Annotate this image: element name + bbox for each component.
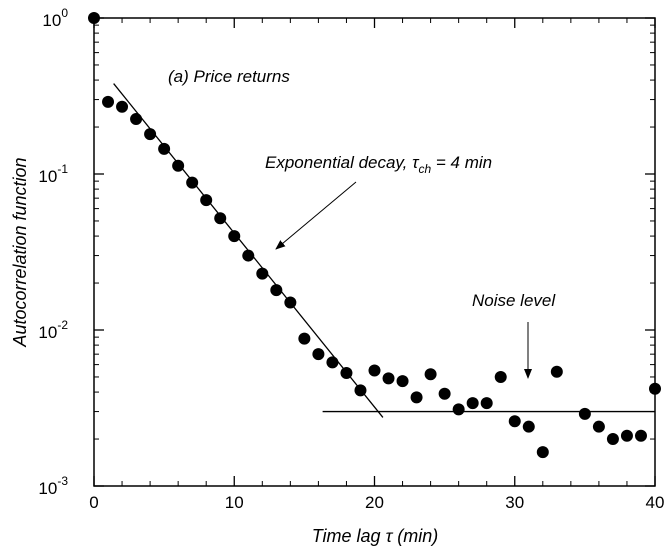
plot-frame bbox=[93, 17, 656, 487]
data-point bbox=[368, 364, 381, 377]
data-point bbox=[200, 194, 213, 207]
data-point bbox=[102, 95, 115, 108]
panel-label: (a) Price returns bbox=[168, 67, 290, 86]
data-point bbox=[649, 382, 661, 395]
y-tick-label: 10-3 bbox=[38, 474, 68, 498]
data-point bbox=[466, 397, 479, 410]
y-tick-label: 10-2 bbox=[38, 318, 68, 342]
data-point bbox=[508, 415, 521, 428]
data-point bbox=[242, 249, 255, 262]
data-points bbox=[88, 12, 661, 459]
data-point bbox=[410, 391, 423, 404]
data-point bbox=[578, 407, 591, 420]
data-point bbox=[354, 384, 367, 397]
data-point bbox=[340, 367, 353, 380]
decay-annotation-main: Exponential decay, τ bbox=[265, 153, 420, 172]
data-point bbox=[452, 403, 465, 416]
decay-annotation: Exponential decay, τch = 4 min bbox=[265, 153, 492, 176]
data-point bbox=[634, 429, 647, 442]
data-point bbox=[228, 230, 241, 243]
x-tick-label: 40 bbox=[646, 493, 665, 512]
data-point bbox=[284, 296, 297, 309]
data-point bbox=[116, 100, 129, 113]
data-point bbox=[522, 420, 535, 433]
data-point bbox=[214, 212, 227, 225]
data-point bbox=[298, 332, 311, 345]
y-axis-label: Autocorrelation function bbox=[10, 157, 30, 347]
x-axis-label: Time lag τ (min) bbox=[312, 526, 439, 546]
y-tick-label: 100 bbox=[42, 6, 68, 30]
data-point bbox=[382, 372, 395, 385]
y-tick-label: 10-1 bbox=[38, 162, 68, 186]
data-point bbox=[256, 267, 269, 280]
data-point bbox=[158, 142, 171, 155]
y-axis-ticks: 100 10-1 10-2 10-3 bbox=[38, 6, 655, 498]
data-point bbox=[326, 356, 339, 369]
data-point bbox=[620, 429, 633, 442]
data-point bbox=[130, 113, 143, 126]
x-tick-label: 0 bbox=[89, 493, 98, 512]
data-point bbox=[592, 420, 605, 433]
data-point bbox=[494, 370, 507, 383]
x-tick-label: 30 bbox=[505, 493, 524, 512]
data-point bbox=[606, 433, 619, 446]
decay-annotation-tail: = 4 min bbox=[431, 153, 492, 172]
data-point bbox=[438, 387, 451, 400]
x-tick-label: 10 bbox=[225, 493, 244, 512]
data-point bbox=[480, 397, 493, 410]
data-point bbox=[88, 12, 100, 24]
data-point bbox=[312, 348, 325, 361]
noise-annotation: Noise level bbox=[472, 291, 556, 310]
data-point bbox=[550, 365, 563, 378]
x-tick-label: 20 bbox=[365, 493, 384, 512]
x-axis-ticks: 0 10 20 30 40 bbox=[89, 18, 664, 512]
data-point bbox=[270, 284, 283, 297]
data-point bbox=[172, 159, 185, 172]
data-point bbox=[144, 128, 157, 141]
data-point bbox=[396, 375, 409, 388]
decay-arrow bbox=[275, 181, 357, 250]
data-point bbox=[536, 446, 549, 459]
data-point bbox=[424, 368, 437, 381]
decay-annotation-subscript: ch bbox=[418, 162, 431, 176]
data-point bbox=[186, 176, 199, 189]
